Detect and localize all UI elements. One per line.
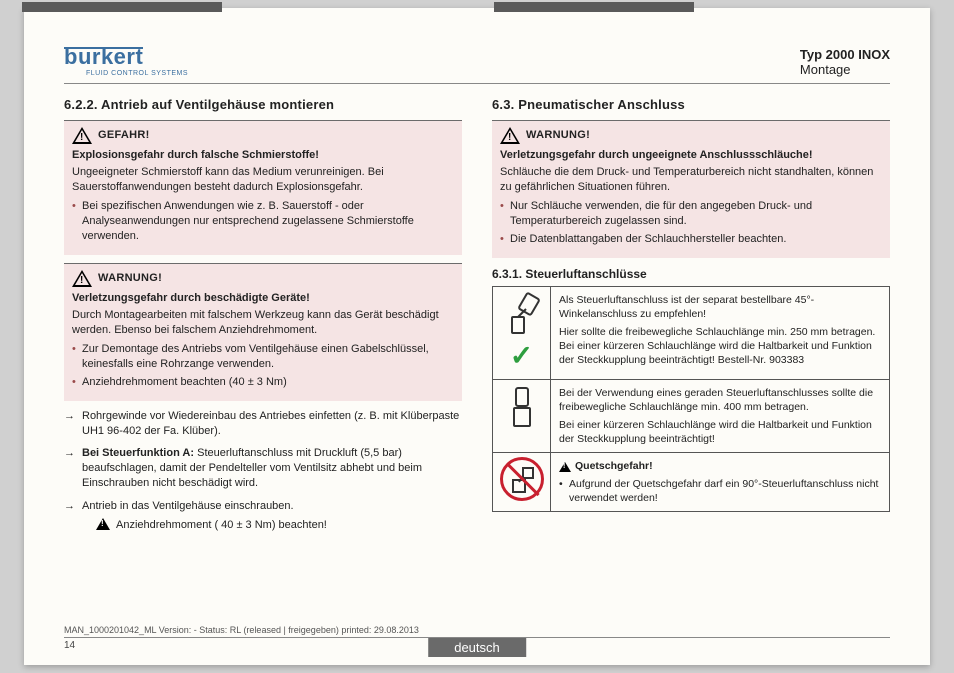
page-number: 14 [64, 640, 75, 651]
warning-bullet-2: Anziehdrehmoment beachten (40 ± 3 Nm) [72, 375, 454, 390]
warning-lead: Verletzungsgefahr durch beschädigte Gerä… [72, 291, 454, 306]
connector-45-icon [498, 291, 546, 339]
heading-622: 6.2.2. Antrieb auf Ventilgehäuse montier… [64, 96, 462, 114]
cell-icon-45deg: ✓ [493, 286, 551, 379]
warning-bullets: Zur Demontage des Antriebs vom Ventilgeh… [72, 342, 454, 390]
step-3: Antrieb in das Ventilgehäuse einschraube… [64, 499, 462, 533]
danger-body: Ungeeigneter Schmierstoff kann das Mediu… [72, 165, 454, 195]
warning-box-left: ! WARNUNG! Verletzungsgefahr durch besch… [64, 263, 462, 401]
danger-bullets: Bei spezifischen Anwendungen wie z. B. S… [72, 199, 454, 244]
torque-note: Anziehdrehmoment ( 40 ± 3 Nm) beachten! [82, 518, 462, 533]
connector-90-icon [509, 466, 539, 496]
cell-icon-forbidden [493, 453, 551, 512]
thumb-tab-left [22, 2, 222, 12]
brand-name: burkert [64, 44, 143, 70]
step-1: Rohrgewinde vor Wiedereinbau des Antrieb… [64, 409, 462, 439]
warning-label: WARNUNG! [526, 128, 590, 143]
cell-icon-straight [493, 379, 551, 453]
brand-tagline: FLUID CONTROL SYSTEMS [86, 70, 188, 77]
warning-body: Schläuche die dem Druck- und Temperaturb… [500, 165, 882, 195]
step-list: Rohrgewinde vor Wiedereinbau des Antrieb… [64, 409, 462, 533]
heading-63: 6.3. Pneumatischer Anschluss [492, 96, 890, 114]
section-name: Montage [800, 62, 890, 77]
row3-title-text: Quetschgefahr! [575, 460, 653, 472]
danger-label: GEFAHR! [98, 128, 150, 143]
header-right: Typ 2000 INOX Montage [800, 47, 890, 77]
cell-text-straight: Bei der Verwendung eines geraden Steuerl… [551, 379, 890, 453]
row1-lead: Als Steuerluftanschluss ist der separat … [559, 293, 881, 321]
table-row: Bei der Verwendung eines geraden Steuerl… [493, 379, 890, 453]
connector-straight-icon [498, 384, 546, 432]
torque-text: Anziehdrehmoment ( 40 ± 3 Nm) beachten! [116, 519, 327, 531]
column-right: 6.3. Pneumatischer Anschluss ! WARNUNG! … [492, 96, 890, 619]
page: burkert FLUID CONTROL SYSTEMS Typ 2000 I… [24, 8, 930, 665]
heading-631: 6.3.1. Steuerluftanschlüsse [492, 266, 890, 282]
language-tab: deutsch [428, 638, 526, 657]
warning-bullets: Nur Schläuche verwenden, die für den ang… [500, 199, 882, 247]
warning-triangle-icon [559, 462, 571, 472]
danger-lead: Explosionsgefahr durch falsche Schmierst… [72, 148, 454, 163]
warning-triangle-icon [96, 518, 110, 530]
warning-bullet-2: Die Datenblattangaben der Schlauchherste… [500, 232, 882, 247]
warning-label: WARNUNG! [98, 271, 162, 286]
brand-logo: burkert FLUID CONTROL SYSTEMS [64, 44, 188, 77]
manual-id-line: MAN_1000201042_ML Version: - Status: RL … [64, 625, 890, 635]
step-2: Bei Steuerfunktion A: Steuerluftanschlus… [64, 446, 462, 491]
danger-box: ! GEFAHR! Explosionsgefahr durch falsche… [64, 120, 462, 255]
danger-bullet-1: Bei spezifischen Anwendungen wie z. B. S… [72, 199, 454, 244]
check-icon: ✓ [497, 337, 546, 375]
warning-box-right: ! WARNUNG! Verletzungsgefahr durch ungee… [492, 120, 890, 258]
warning-head: ! WARNUNG! [72, 270, 454, 287]
cell-text-forbidden: Quetschgefahr! • Aufgrund der Quetschgef… [551, 453, 890, 512]
warning-triangle-icon: ! [500, 127, 520, 144]
warning-bullet-1: Zur Demontage des Antriebs vom Ventilgeh… [72, 342, 454, 372]
content-columns: 6.2.2. Antrieb auf Ventilgehäuse montier… [64, 96, 890, 619]
product-type: Typ 2000 INOX [800, 47, 890, 62]
row3-title: Quetschgefahr! [559, 459, 881, 473]
thumb-tab-right [494, 2, 694, 12]
row3-bullet: • Aufgrund der Quetschgefahr darf ein 90… [559, 477, 881, 505]
warning-triangle-icon: ! [72, 270, 92, 287]
step-3-text: Antrieb in das Ventilgehäuse einschraube… [82, 500, 294, 512]
row1-body: Hier sollte die freibewegliche Schlauchl… [559, 325, 881, 368]
forbidden-icon [500, 457, 544, 501]
warning-bullet-1: Nur Schläuche verwenden, die für den ang… [500, 199, 882, 229]
page-header: burkert FLUID CONTROL SYSTEMS Typ 2000 I… [64, 36, 890, 84]
column-left: 6.2.2. Antrieb auf Ventilgehäuse montier… [64, 96, 462, 619]
row3-body: Aufgrund der Quetschgefahr darf ein 90°-… [569, 478, 878, 504]
connector-table: ✓ Als Steuerluftanschluss ist der separa… [492, 286, 890, 512]
cell-text-45deg: Als Steuerluftanschluss ist der separat … [551, 286, 890, 379]
warning-triangle-icon: ! [72, 127, 92, 144]
table-row: ✓ Als Steuerluftanschluss ist der separa… [493, 286, 890, 379]
table-row: Quetschgefahr! • Aufgrund der Quetschgef… [493, 453, 890, 512]
step-2-bold: Bei Steuerfunktion A: [82, 447, 197, 459]
danger-head: ! GEFAHR! [72, 127, 454, 144]
row2-lead: Bei der Verwendung eines geraden Steuerl… [559, 386, 881, 414]
warning-head: ! WARNUNG! [500, 127, 882, 144]
warning-lead: Verletzungsgefahr durch ungeeignete Ansc… [500, 148, 882, 163]
warning-body: Durch Montagearbeiten mit falschem Werkz… [72, 308, 454, 338]
row2-body: Bei einer kürzeren Schlauchlänge wird di… [559, 418, 881, 446]
